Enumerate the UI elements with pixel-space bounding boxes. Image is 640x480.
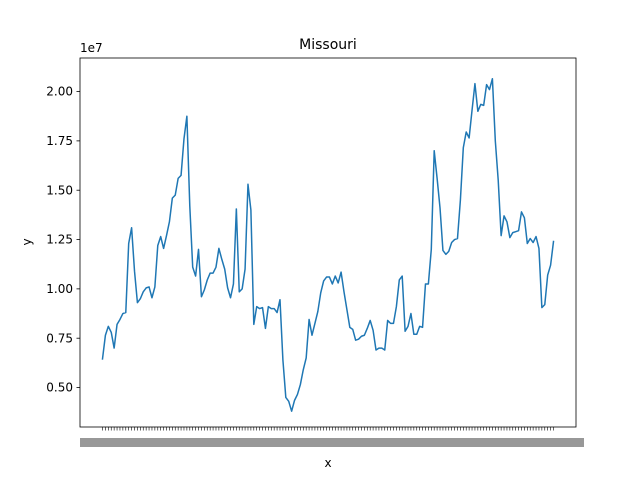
x-tick-labels-overlap [80, 438, 584, 447]
plot-frame [79, 57, 577, 428]
y-tick-label: 2.00 [46, 85, 73, 99]
y-tick-label: 1.50 [46, 183, 73, 197]
y-tick-label: 1.75 [46, 134, 73, 148]
y-axis-label: y [20, 238, 34, 245]
y-axis-ticks: 0.50 0.75 1.00 1.25 1.50 1.75 2.00 [46, 85, 80, 395]
x-axis-ticks [80, 427, 584, 447]
y-tick-label: 0.50 [46, 381, 73, 395]
y-tick-label: 0.75 [46, 331, 73, 345]
series-line [101, 77, 555, 412]
y-tick-label: 1.00 [46, 282, 73, 296]
y-axis-offset-text: 1e7 [80, 41, 103, 55]
chart-title: Missouri [299, 37, 357, 53]
x-axis-label: x [324, 456, 331, 470]
plot-area [80, 58, 576, 427]
y-tick-label: 1.25 [46, 233, 73, 247]
